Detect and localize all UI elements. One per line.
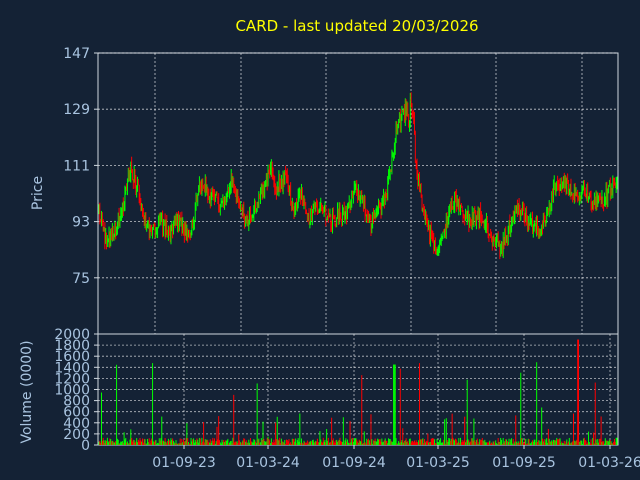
volume-tick-label: 1400 xyxy=(54,360,90,376)
volume-tick-label: 600 xyxy=(63,405,90,421)
x-tick-label: 01-09-23 xyxy=(152,455,216,471)
price-panel: 147 129 111 93 75 xyxy=(63,46,619,335)
volume-tick-label: 1800 xyxy=(54,338,90,354)
x-tick-label: 01-03-26 xyxy=(578,455,640,471)
volume-tick-label: 1600 xyxy=(54,349,90,365)
x-tick-label: 01-03-25 xyxy=(406,455,470,471)
volume-bars xyxy=(98,339,618,445)
price-axis-label: Price xyxy=(30,176,46,210)
x-tick-label: 01-03-24 xyxy=(236,455,300,471)
candlesticks xyxy=(98,92,618,260)
volume-tick-label: 1200 xyxy=(54,371,90,387)
price-tick-label: 75 xyxy=(72,271,90,287)
volume-tick-label: 400 xyxy=(63,416,90,432)
price-tick-label: 129 xyxy=(63,102,90,118)
volume-axis-label: Volume (0000) xyxy=(19,340,35,443)
price-tick-label: 111 xyxy=(63,158,90,174)
x-tick-label: 01-09-25 xyxy=(492,455,556,471)
price-tick-label: 147 xyxy=(63,46,90,62)
volume-tick-label: 1000 xyxy=(54,383,90,399)
volume-tick-label: 2000 xyxy=(54,327,90,343)
volume-tick-label: 800 xyxy=(63,394,90,410)
volume-tick-label: 0 xyxy=(81,438,90,454)
chart-title: CARD - last updated 20/03/2026 xyxy=(235,17,478,35)
volume-panel: 200018001600140012001000800600400200001-… xyxy=(54,327,640,471)
price-tick-label: 93 xyxy=(72,215,90,231)
volume-tick-label: 200 xyxy=(63,427,90,443)
x-tick-label: 01-09-24 xyxy=(322,455,386,471)
